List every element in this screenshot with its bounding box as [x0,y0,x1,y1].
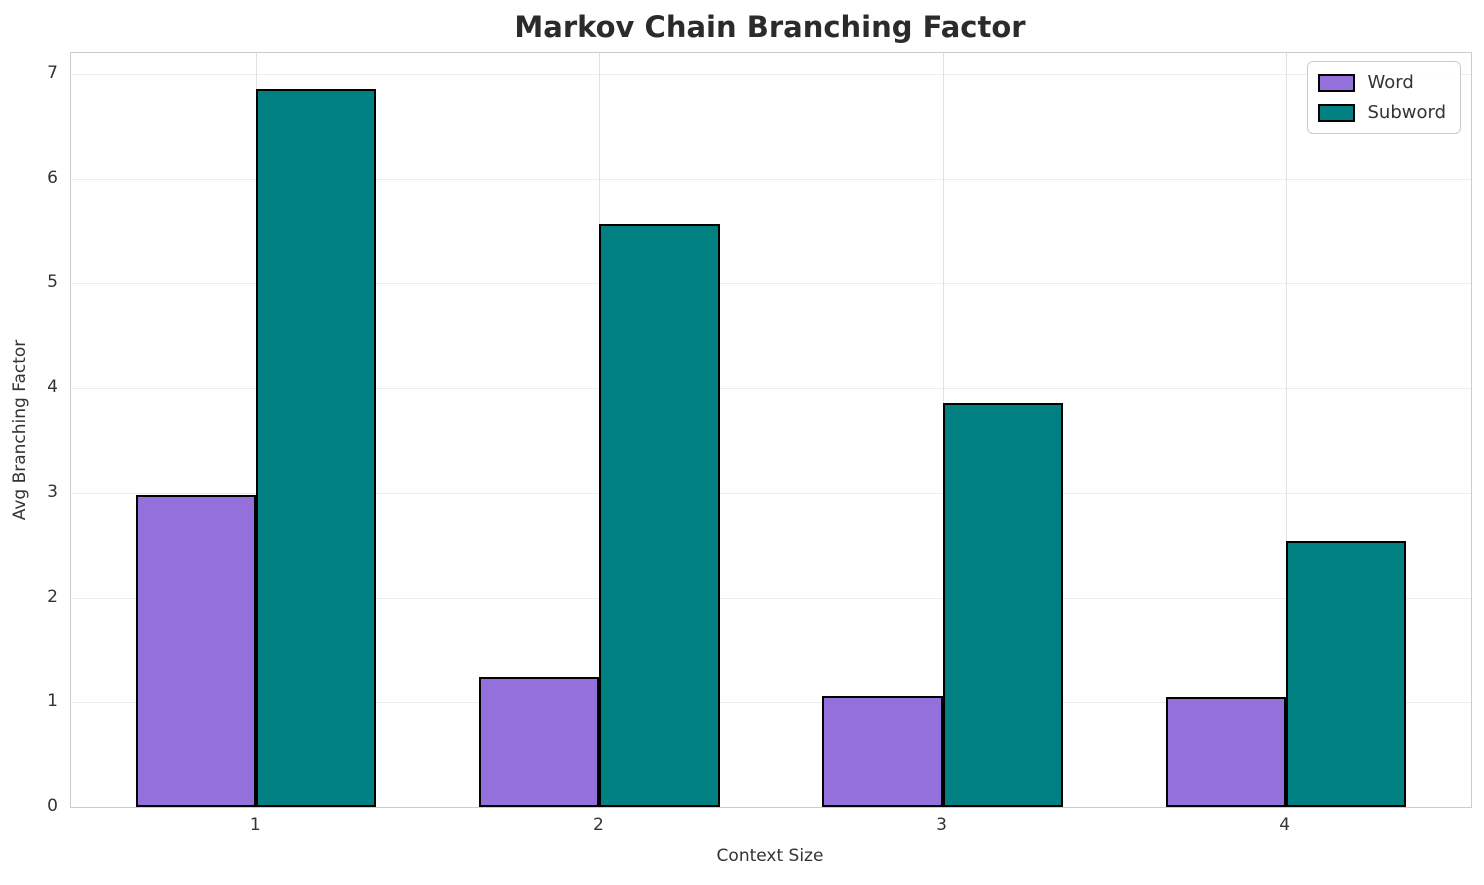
plot-area: Word Subword [70,52,1472,808]
legend-label-subword: Subword [1367,102,1446,123]
y-gridline [71,73,1471,75]
y-tick-label: 5 [47,272,58,293]
x-gridline [1285,53,1287,807]
legend-swatch-word-icon [1318,73,1356,92]
y-gridline [71,283,1471,285]
legend-item-subword: Subword [1318,102,1446,123]
y-tick-label: 7 [47,62,58,83]
y-tick-label: 0 [47,796,58,816]
bar-word-2 [479,677,600,807]
bar-subword-4 [1285,541,1406,807]
bar-word-4 [1165,697,1286,807]
bar-subword-3 [942,402,1063,807]
bar-word-1 [136,494,257,807]
y-tick-label: 4 [47,377,58,398]
y-gridline [71,178,1471,180]
y-gridline [71,597,1471,599]
y-gridline [71,702,1471,704]
y-gridline [71,492,1471,494]
x-tick-label: 3 [936,815,947,835]
x-tick-label: 1 [249,815,261,835]
bar-subword-2 [599,223,720,807]
x-axis-label: Context Size [716,846,824,866]
y-tick-label: 1 [47,691,58,712]
legend: Word Subword [1307,61,1461,134]
x-tick-label: 2 [593,815,604,835]
x-tick-label: 4 [1279,815,1291,835]
y-gridline [71,388,1471,390]
legend-item-word: Word [1318,72,1446,93]
legend-swatch-subword-icon [1318,103,1356,122]
bar-word-3 [822,695,943,807]
chart-title: Markov Chain Branching Factor [514,10,1026,44]
bar-subword-1 [256,88,377,807]
y-tick-label: 6 [47,167,58,188]
y-tick-label: 2 [47,586,58,607]
legend-label-word: Word [1367,72,1414,93]
y-tick-label: 3 [47,481,58,502]
y-axis-label: Avg Branching Factor [10,339,30,521]
